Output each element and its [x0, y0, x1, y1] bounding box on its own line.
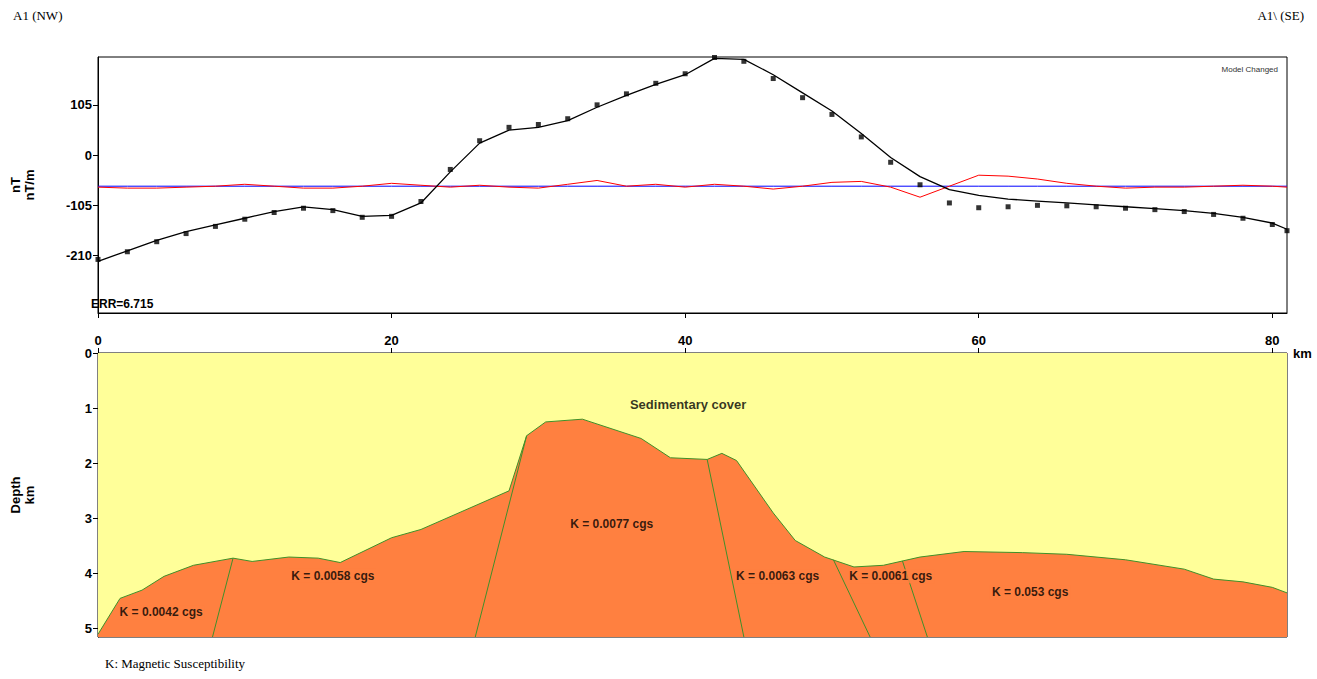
- svg-text:80: 80: [1265, 333, 1279, 348]
- svg-text:ERR=6.715: ERR=6.715: [91, 297, 154, 311]
- svg-text:nT: nT: [8, 177, 23, 193]
- svg-text:5: 5: [85, 621, 92, 636]
- svg-text:Model Changed: Model Changed: [1222, 65, 1278, 74]
- svg-text:Sedimentary cover: Sedimentary cover: [630, 397, 746, 412]
- svg-text:A1\ (SE): A1\ (SE): [1257, 8, 1304, 23]
- svg-text:nT/m: nT/m: [22, 169, 37, 200]
- svg-text:K = 0.0063 cgs: K = 0.0063 cgs: [736, 569, 819, 583]
- svg-text:K = 0.0058 cgs: K = 0.0058 cgs: [291, 569, 374, 583]
- svg-text:0: 0: [85, 148, 92, 163]
- svg-text:K = 0.0077 cgs: K = 0.0077 cgs: [570, 517, 653, 531]
- svg-text:km: km: [1293, 346, 1312, 361]
- svg-text:K: Magnetic Susceptibility: K: Magnetic Susceptibility: [105, 656, 246, 671]
- svg-text:40: 40: [678, 333, 692, 348]
- svg-text:-210: -210: [66, 248, 92, 263]
- svg-text:0: 0: [94, 333, 101, 348]
- svg-text:K = 0.0042 cgs: K = 0.0042 cgs: [120, 605, 203, 619]
- svg-text:4: 4: [85, 566, 93, 581]
- svg-text:1: 1: [85, 401, 92, 416]
- svg-text:K = 0.0061 cgs: K = 0.0061 cgs: [849, 569, 932, 583]
- svg-text:20: 20: [384, 333, 398, 348]
- svg-text:K = 0.053 cgs: K = 0.053 cgs: [992, 585, 1069, 599]
- svg-text:A1 (NW): A1 (NW): [13, 8, 62, 23]
- svg-text:-105: -105: [66, 198, 92, 213]
- svg-text:km: km: [22, 486, 37, 505]
- svg-text:3: 3: [85, 511, 92, 526]
- svg-text:105: 105: [70, 97, 92, 112]
- svg-text:Depth: Depth: [8, 477, 23, 514]
- svg-text:0: 0: [85, 346, 92, 361]
- svg-text:2: 2: [85, 456, 92, 471]
- svg-text:60: 60: [972, 333, 986, 348]
